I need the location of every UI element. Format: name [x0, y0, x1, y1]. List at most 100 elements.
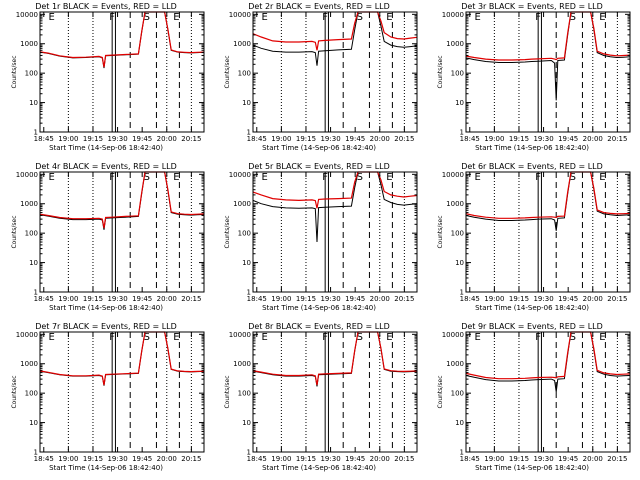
lld-series-line — [39, 171, 205, 229]
x-tick-label: 20:00 — [157, 295, 177, 303]
events-series-line — [465, 331, 631, 392]
marker-label-f: F — [109, 332, 115, 343]
x-tick-label: 18:45 — [34, 295, 54, 303]
plot-frame — [465, 331, 631, 453]
lld-series-line — [252, 331, 418, 386]
x-tick-label: 20:00 — [157, 135, 177, 143]
x-tick-label: 19:30 — [533, 135, 553, 143]
marker-label-e: E — [599, 332, 605, 343]
lld-series-line — [39, 11, 205, 68]
y-axis-label: Counts/sec — [224, 215, 231, 248]
panel-title: Det 1r BLACK = Events, RED = LLD — [35, 2, 177, 11]
x-tick-label: 19:45 — [345, 135, 365, 143]
detector-panel: Det 3r BLACK = Events, RED = LLD E F S E 1 10 1… — [426, 0, 639, 160]
x-tick-label: 20:15 — [607, 295, 627, 303]
x-tick-label: 19:30 — [107, 455, 127, 463]
x-tick-label: 20:00 — [583, 295, 603, 303]
marker-label-f: F — [322, 172, 328, 183]
x-tick-label: 18:45 — [247, 135, 267, 143]
y-tick-label: 100 — [451, 390, 464, 398]
y-tick-label: 10000 — [442, 11, 464, 19]
panel-title: Det 2r BLACK = Events, RED = LLD — [248, 2, 390, 11]
marker-label-e: E — [49, 172, 55, 183]
y-tick-label: 10000 — [229, 331, 251, 339]
detector-panel: Det 7r BLACK = Events, RED = LLD E F S E 1 10 1… — [0, 320, 213, 480]
x-tick-label: 20:15 — [607, 135, 627, 143]
marker-label-e: E — [262, 172, 268, 183]
y-axis-label: Counts/sec — [437, 55, 444, 88]
x-axis-label: Start Time (14-Sep-06 18:42:40) — [49, 144, 163, 152]
y-tick-label: 10 — [242, 259, 251, 267]
y-tick-label: 1 — [460, 449, 464, 457]
events-series-line — [252, 11, 418, 66]
marker-label-f: F — [535, 12, 541, 23]
marker-label-e: E — [173, 12, 179, 23]
y-tick-label: 1000 — [233, 40, 251, 48]
y-tick-label: 100 — [238, 230, 251, 238]
y-tick-label: 10000 — [16, 171, 38, 179]
marker-label-e: E — [173, 172, 179, 183]
x-tick-label: 19:15 — [509, 135, 529, 143]
x-tick-label: 19:15 — [296, 135, 316, 143]
marker-label-e: E — [262, 332, 268, 343]
lld-series-line — [252, 11, 418, 51]
y-tick-label: 1 — [247, 129, 251, 137]
plot-frame — [39, 331, 205, 453]
x-axis-label: Start Time (14-Sep-06 18:42:40) — [262, 304, 376, 312]
x-tick-label: 18:45 — [460, 455, 480, 463]
marker-label-f: F — [322, 12, 328, 23]
marker-label-e: E — [173, 332, 179, 343]
marker-label-e: E — [475, 12, 481, 23]
marker-label-s: S — [144, 172, 150, 183]
x-tick-label: 19:45 — [558, 135, 578, 143]
x-tick-label: 18:45 — [247, 455, 267, 463]
x-tick-label: 20:15 — [607, 455, 627, 463]
y-axis-label: Counts/sec — [224, 375, 231, 408]
x-tick-label: 19:15 — [509, 295, 529, 303]
x-axis-label: Start Time (14-Sep-06 18:42:40) — [475, 464, 589, 472]
x-tick-label: 18:45 — [247, 295, 267, 303]
plot-frame — [39, 11, 205, 133]
y-axis-label: Counts/sec — [437, 215, 444, 248]
x-tick-label: 18:45 — [34, 455, 54, 463]
x-tick-label: 19:45 — [345, 455, 365, 463]
lld-series-line — [39, 331, 205, 386]
x-tick-label: 19:15 — [509, 455, 529, 463]
y-tick-label: 100 — [238, 70, 251, 78]
y-tick-label: 1000 — [20, 200, 38, 208]
lld-series-line — [252, 171, 418, 209]
marker-label-s: S — [357, 12, 363, 23]
events-series-line — [465, 171, 631, 231]
x-tick-label: 19:30 — [320, 455, 340, 463]
y-tick-label: 10 — [455, 99, 464, 107]
marker-label-s: S — [570, 332, 576, 343]
y-tick-label: 100 — [25, 390, 38, 398]
x-tick-label: 19:15 — [296, 455, 316, 463]
marker-label-e: E — [475, 172, 481, 183]
x-tick-label: 20:15 — [181, 295, 201, 303]
x-tick-label: 19:15 — [83, 455, 103, 463]
marker-label-f: F — [322, 332, 328, 343]
x-tick-label: 20:00 — [370, 295, 390, 303]
marker-label-s: S — [144, 332, 150, 343]
y-tick-label: 100 — [25, 230, 38, 238]
y-tick-label: 100 — [451, 70, 464, 78]
x-tick-label: 20:15 — [394, 295, 414, 303]
x-tick-label: 18:45 — [460, 295, 480, 303]
y-tick-label: 1 — [34, 129, 38, 137]
x-tick-label: 20:00 — [157, 455, 177, 463]
y-tick-label: 1000 — [446, 40, 464, 48]
x-tick-label: 19:30 — [533, 295, 553, 303]
marker-label-s: S — [144, 12, 150, 23]
x-axis-label: Start Time (14-Sep-06 18:42:40) — [49, 464, 163, 472]
x-tick-label: 18:45 — [460, 135, 480, 143]
x-tick-label: 19:45 — [132, 295, 152, 303]
x-tick-label: 19:30 — [533, 455, 553, 463]
y-tick-label: 1000 — [20, 40, 38, 48]
marker-label-s: S — [357, 172, 363, 183]
